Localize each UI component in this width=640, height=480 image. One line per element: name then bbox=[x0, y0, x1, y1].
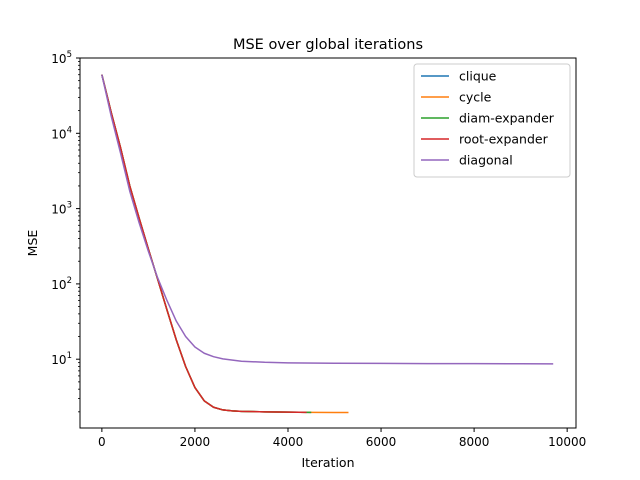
y-tick-label: 103 bbox=[51, 201, 72, 217]
y-axis-ticks: 101 102 103 104 105 bbox=[51, 50, 80, 413]
plot-frame bbox=[79, 57, 577, 429]
legend-box bbox=[413, 63, 571, 178]
x-tick-label: 10000 bbox=[548, 435, 586, 449]
x-tick-label: 4000 bbox=[273, 435, 304, 449]
y-tick-label: 104 bbox=[51, 125, 72, 141]
x-axis-label: Iteration bbox=[301, 455, 354, 470]
y-tick-label: 102 bbox=[51, 276, 72, 292]
y-axis-label: MSE bbox=[25, 230, 40, 257]
x-tick-label: 2000 bbox=[180, 435, 211, 449]
chart-title: MSE over global iterations bbox=[233, 37, 423, 53]
legend: clique cycle diam-expander root-expander dia… bbox=[413, 63, 571, 178]
x-tick-label: 6000 bbox=[366, 435, 397, 449]
series-line-diam-expander bbox=[101, 74, 312, 414]
legend-label-clique: clique bbox=[459, 69, 497, 84]
series-line-clique bbox=[101, 74, 312, 414]
y-tick-label: 105 bbox=[51, 50, 72, 66]
legend-label-cycle: cycle bbox=[459, 90, 492, 105]
legend-label-diam-expander: diam-expander bbox=[459, 111, 555, 126]
legend-label-root-expander: root-expander bbox=[459, 132, 549, 147]
x-tick-label: 0 bbox=[98, 435, 106, 449]
series-line-cycle bbox=[101, 74, 349, 414]
x-tick-label: 8000 bbox=[459, 435, 490, 449]
legend-label-diagonal: diagonal bbox=[459, 153, 513, 168]
plot-lines bbox=[101, 74, 554, 414]
series-line-diagonal bbox=[101, 74, 554, 365]
x-axis-ticks: 0 2000 4000 6000 8000 10000 bbox=[98, 428, 586, 449]
series-line-root-expander bbox=[101, 74, 307, 414]
y-tick-label: 101 bbox=[51, 351, 72, 367]
